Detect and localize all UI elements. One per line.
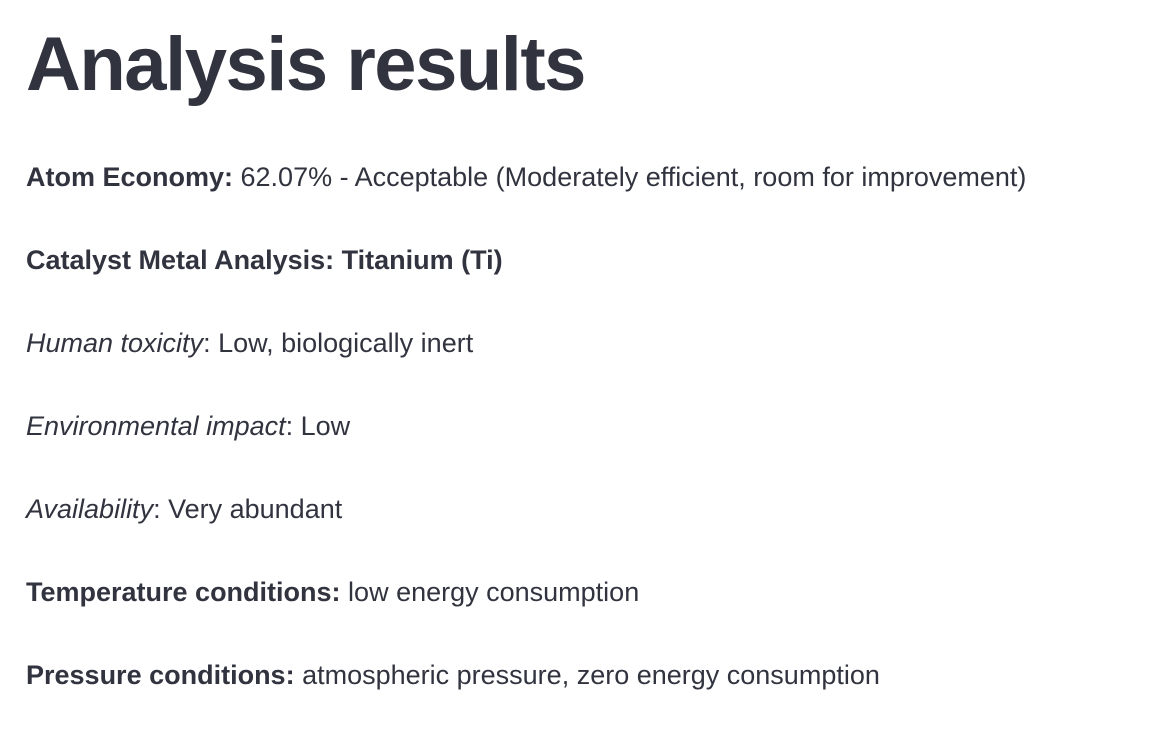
pressure-conditions-value: atmospheric pressure, zero energy consum… <box>294 660 880 690</box>
availability-value: : Very abundant <box>153 494 343 524</box>
catalyst-metal-line: Catalyst Metal Analysis: Titanium (Ti) <box>26 242 1158 278</box>
catalyst-metal-label: Catalyst Metal Analysis: Titanium (Ti) <box>26 245 503 275</box>
temperature-conditions-value: low energy consumption <box>340 577 640 607</box>
human-toxicity-label: Human toxicity <box>26 328 204 358</box>
environmental-impact-value: : Low <box>285 411 351 441</box>
environmental-impact-label: Environmental impact <box>26 411 286 441</box>
pressure-conditions-line: Pressure conditions: atmospheric pressur… <box>26 657 1158 693</box>
human-toxicity-line: Human toxicity: Low, biologically inert <box>26 325 1158 361</box>
environmental-impact-line: Environmental impact: Low <box>26 408 1158 444</box>
atom-economy-value: 62.07% - Acceptable (Moderately efficien… <box>233 162 1027 192</box>
availability-line: Availability: Very abundant <box>26 491 1158 527</box>
temperature-conditions-label: Temperature conditions: <box>26 577 341 607</box>
atom-economy-label: Atom Economy: <box>26 162 234 192</box>
availability-label: Availability <box>26 494 154 524</box>
atom-economy-line: Atom Economy: 62.07% - Acceptable (Moder… <box>26 159 1158 195</box>
human-toxicity-value: : Low, biologically inert <box>203 328 474 358</box>
results-list: Atom Economy: 62.07% - Acceptable (Moder… <box>26 159 1158 693</box>
temperature-conditions-line: Temperature conditions: low energy consu… <box>26 574 1158 610</box>
page-title: Analysis results <box>26 22 586 107</box>
pressure-conditions-label: Pressure conditions: <box>26 660 295 690</box>
